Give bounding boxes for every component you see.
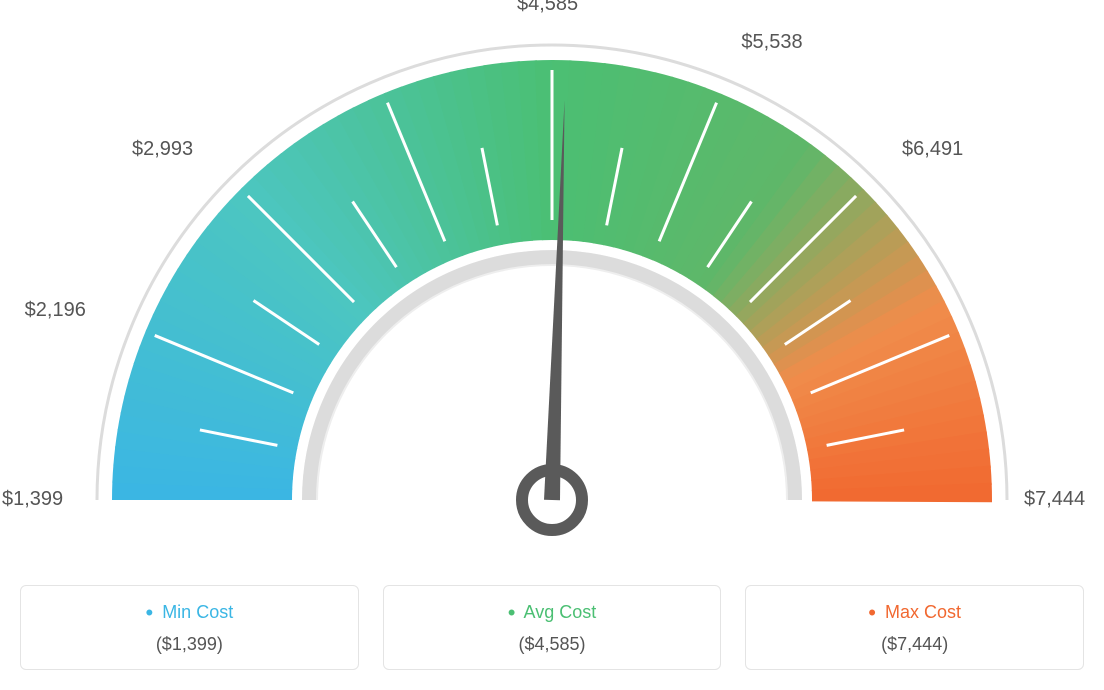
gauge-svg [0, 0, 1104, 560]
gauge-chart-wrapper: $1,399 $2,196 $2,993 $4,585 $5,538 $6,491 $7,4… [0, 0, 1104, 690]
max-cost-dot: • [868, 600, 876, 625]
gauge-area: $1,399 $2,196 $2,993 $4,585 $5,538 $6,491 $7,4… [0, 0, 1104, 560]
avg-cost-label: Avg Cost [524, 602, 597, 622]
max-cost-label: Max Cost [885, 602, 961, 622]
avg-cost-title: • Avg Cost [394, 600, 711, 626]
gauge-scale-label: $5,538 [741, 31, 802, 54]
gauge-scale-label: $6,491 [902, 138, 963, 161]
min-cost-value: ($1,399) [31, 634, 348, 655]
max-cost-title: • Max Cost [756, 600, 1073, 626]
min-cost-dot: • [145, 600, 153, 625]
gauge-scale-label: $2,196 [25, 299, 86, 322]
min-cost-title: • Min Cost [31, 600, 348, 626]
summary-cards: • Min Cost ($1,399) • Avg Cost ($4,585) … [0, 585, 1104, 670]
max-cost-value: ($7,444) [756, 634, 1073, 655]
avg-cost-value: ($4,585) [394, 634, 711, 655]
gauge-scale-label: $7,444 [1024, 488, 1085, 511]
gauge-scale-label: $1,399 [2, 488, 63, 511]
gauge-scale-label: $2,993 [132, 138, 193, 161]
avg-cost-dot: • [508, 600, 516, 625]
min-cost-label: Min Cost [162, 602, 233, 622]
avg-cost-card: • Avg Cost ($4,585) [383, 585, 722, 670]
gauge-scale-label: $4,585 [517, 0, 578, 16]
max-cost-card: • Max Cost ($7,444) [745, 585, 1084, 670]
min-cost-card: • Min Cost ($1,399) [20, 585, 359, 670]
